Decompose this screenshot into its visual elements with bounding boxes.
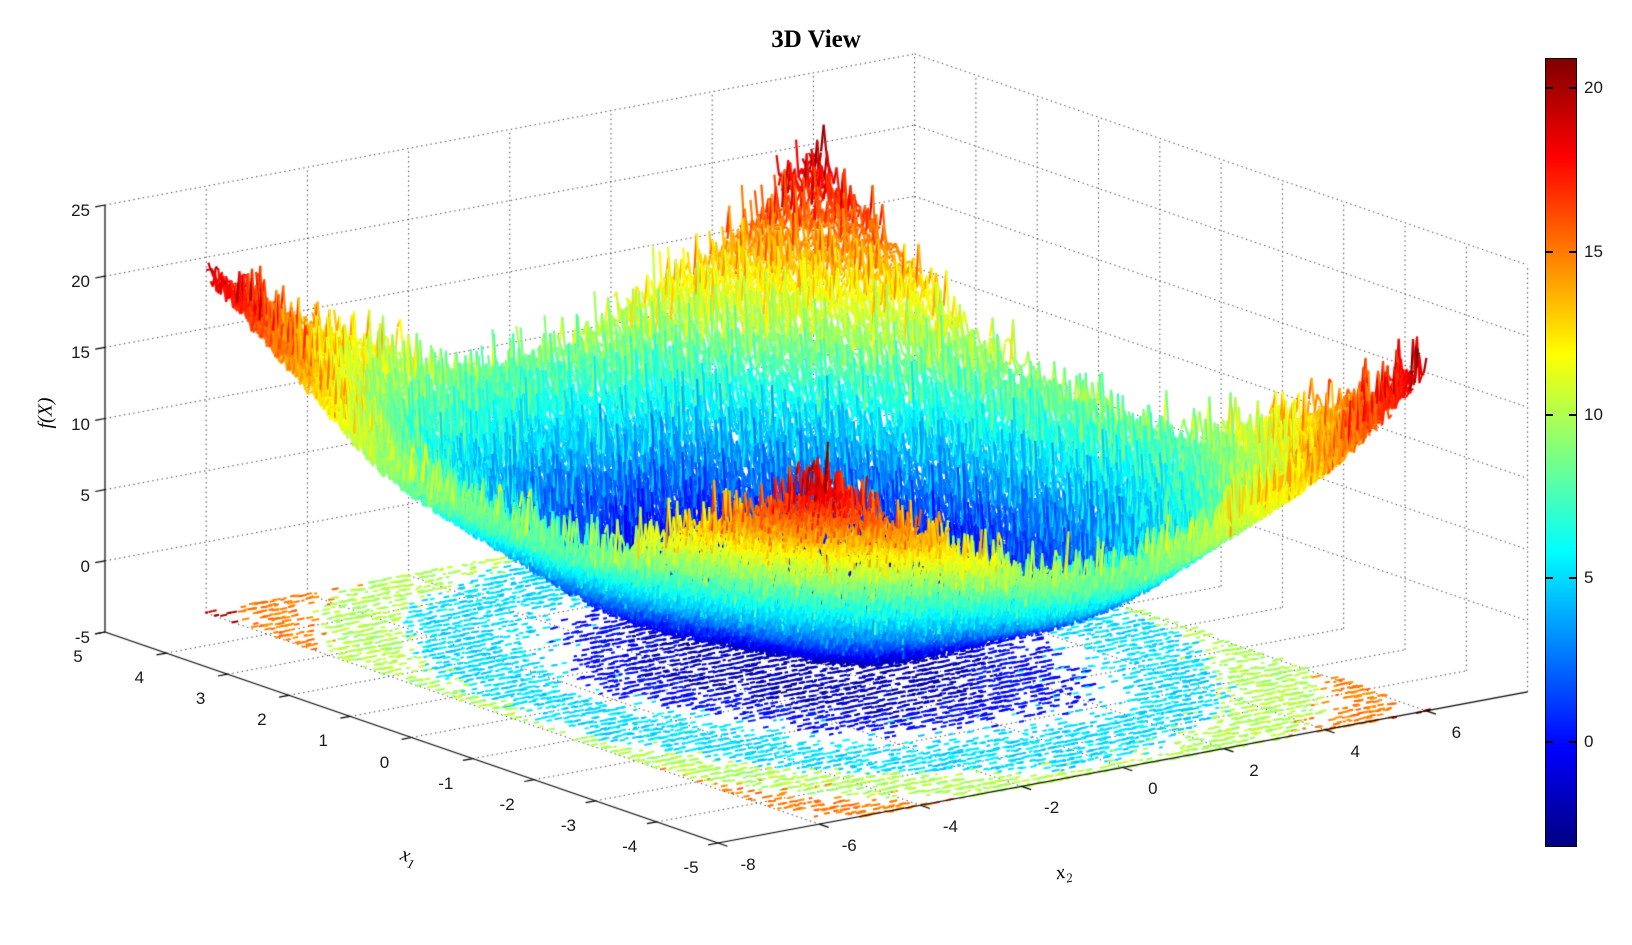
colorbar-tick <box>1546 87 1553 90</box>
x2-tick-label: -6 <box>841 836 857 856</box>
z-axis-label-text: f(X) <box>34 397 57 429</box>
z-tick-label: 10 <box>71 414 90 434</box>
z-tick-label: 20 <box>71 272 90 292</box>
colorbar-tick <box>1569 250 1576 253</box>
z-axis-label: f(X) <box>35 397 58 428</box>
colorbar-tick <box>1569 413 1576 416</box>
x1-tick-label: -5 <box>683 858 699 877</box>
colorbar-tick <box>1546 577 1553 580</box>
x1-tick-label: 3 <box>195 689 206 709</box>
x2-tick-label: 2 <box>1249 760 1259 780</box>
x1-tick-label: -4 <box>622 836 638 856</box>
colorbar-tick-label: 0 <box>1584 731 1594 751</box>
x2-tick-label: -2 <box>1044 798 1060 818</box>
colorbar <box>1545 58 1577 847</box>
colorbar-tick-label: 15 <box>1584 241 1603 261</box>
colorbar-tick-label: 5 <box>1584 568 1594 588</box>
colorbar-tick <box>1569 740 1576 743</box>
x1-tick-label: 5 <box>73 647 83 666</box>
z-tick-label: 15 <box>71 343 90 363</box>
x2-tick-label: 0 <box>1148 779 1158 799</box>
x2-tick-label: 4 <box>1350 741 1360 761</box>
x2-tick-label: -4 <box>942 817 958 837</box>
colorbar-tick <box>1569 577 1576 580</box>
colorbar-tick <box>1546 413 1553 416</box>
colorbar-tick <box>1546 740 1553 743</box>
colorbar-tick <box>1569 87 1576 90</box>
x2-tick-label: -8 <box>740 855 756 874</box>
z-tick-label: -5 <box>74 628 90 647</box>
x1-tick-label: 2 <box>257 710 267 730</box>
x1-tick-label: -3 <box>560 815 576 835</box>
x1-tick-label: -1 <box>438 773 454 793</box>
z-tick-label: 0 <box>80 556 90 576</box>
colorbar-tick <box>1546 250 1553 253</box>
x1-tick-label: -2 <box>499 794 515 814</box>
plot-title: 3D View <box>771 26 861 53</box>
z-tick-label: 5 <box>80 485 90 505</box>
colorbar-tick-label: 20 <box>1584 78 1603 98</box>
x2-tick-label: 6 <box>1451 722 1462 742</box>
x1-tick-label: 0 <box>379 752 390 772</box>
z-tick-label: 25 <box>71 201 90 220</box>
colorbar-tick-label: 10 <box>1584 404 1603 424</box>
x1-tick-label: 1 <box>318 731 328 751</box>
x1-tick-label: 4 <box>134 668 145 688</box>
